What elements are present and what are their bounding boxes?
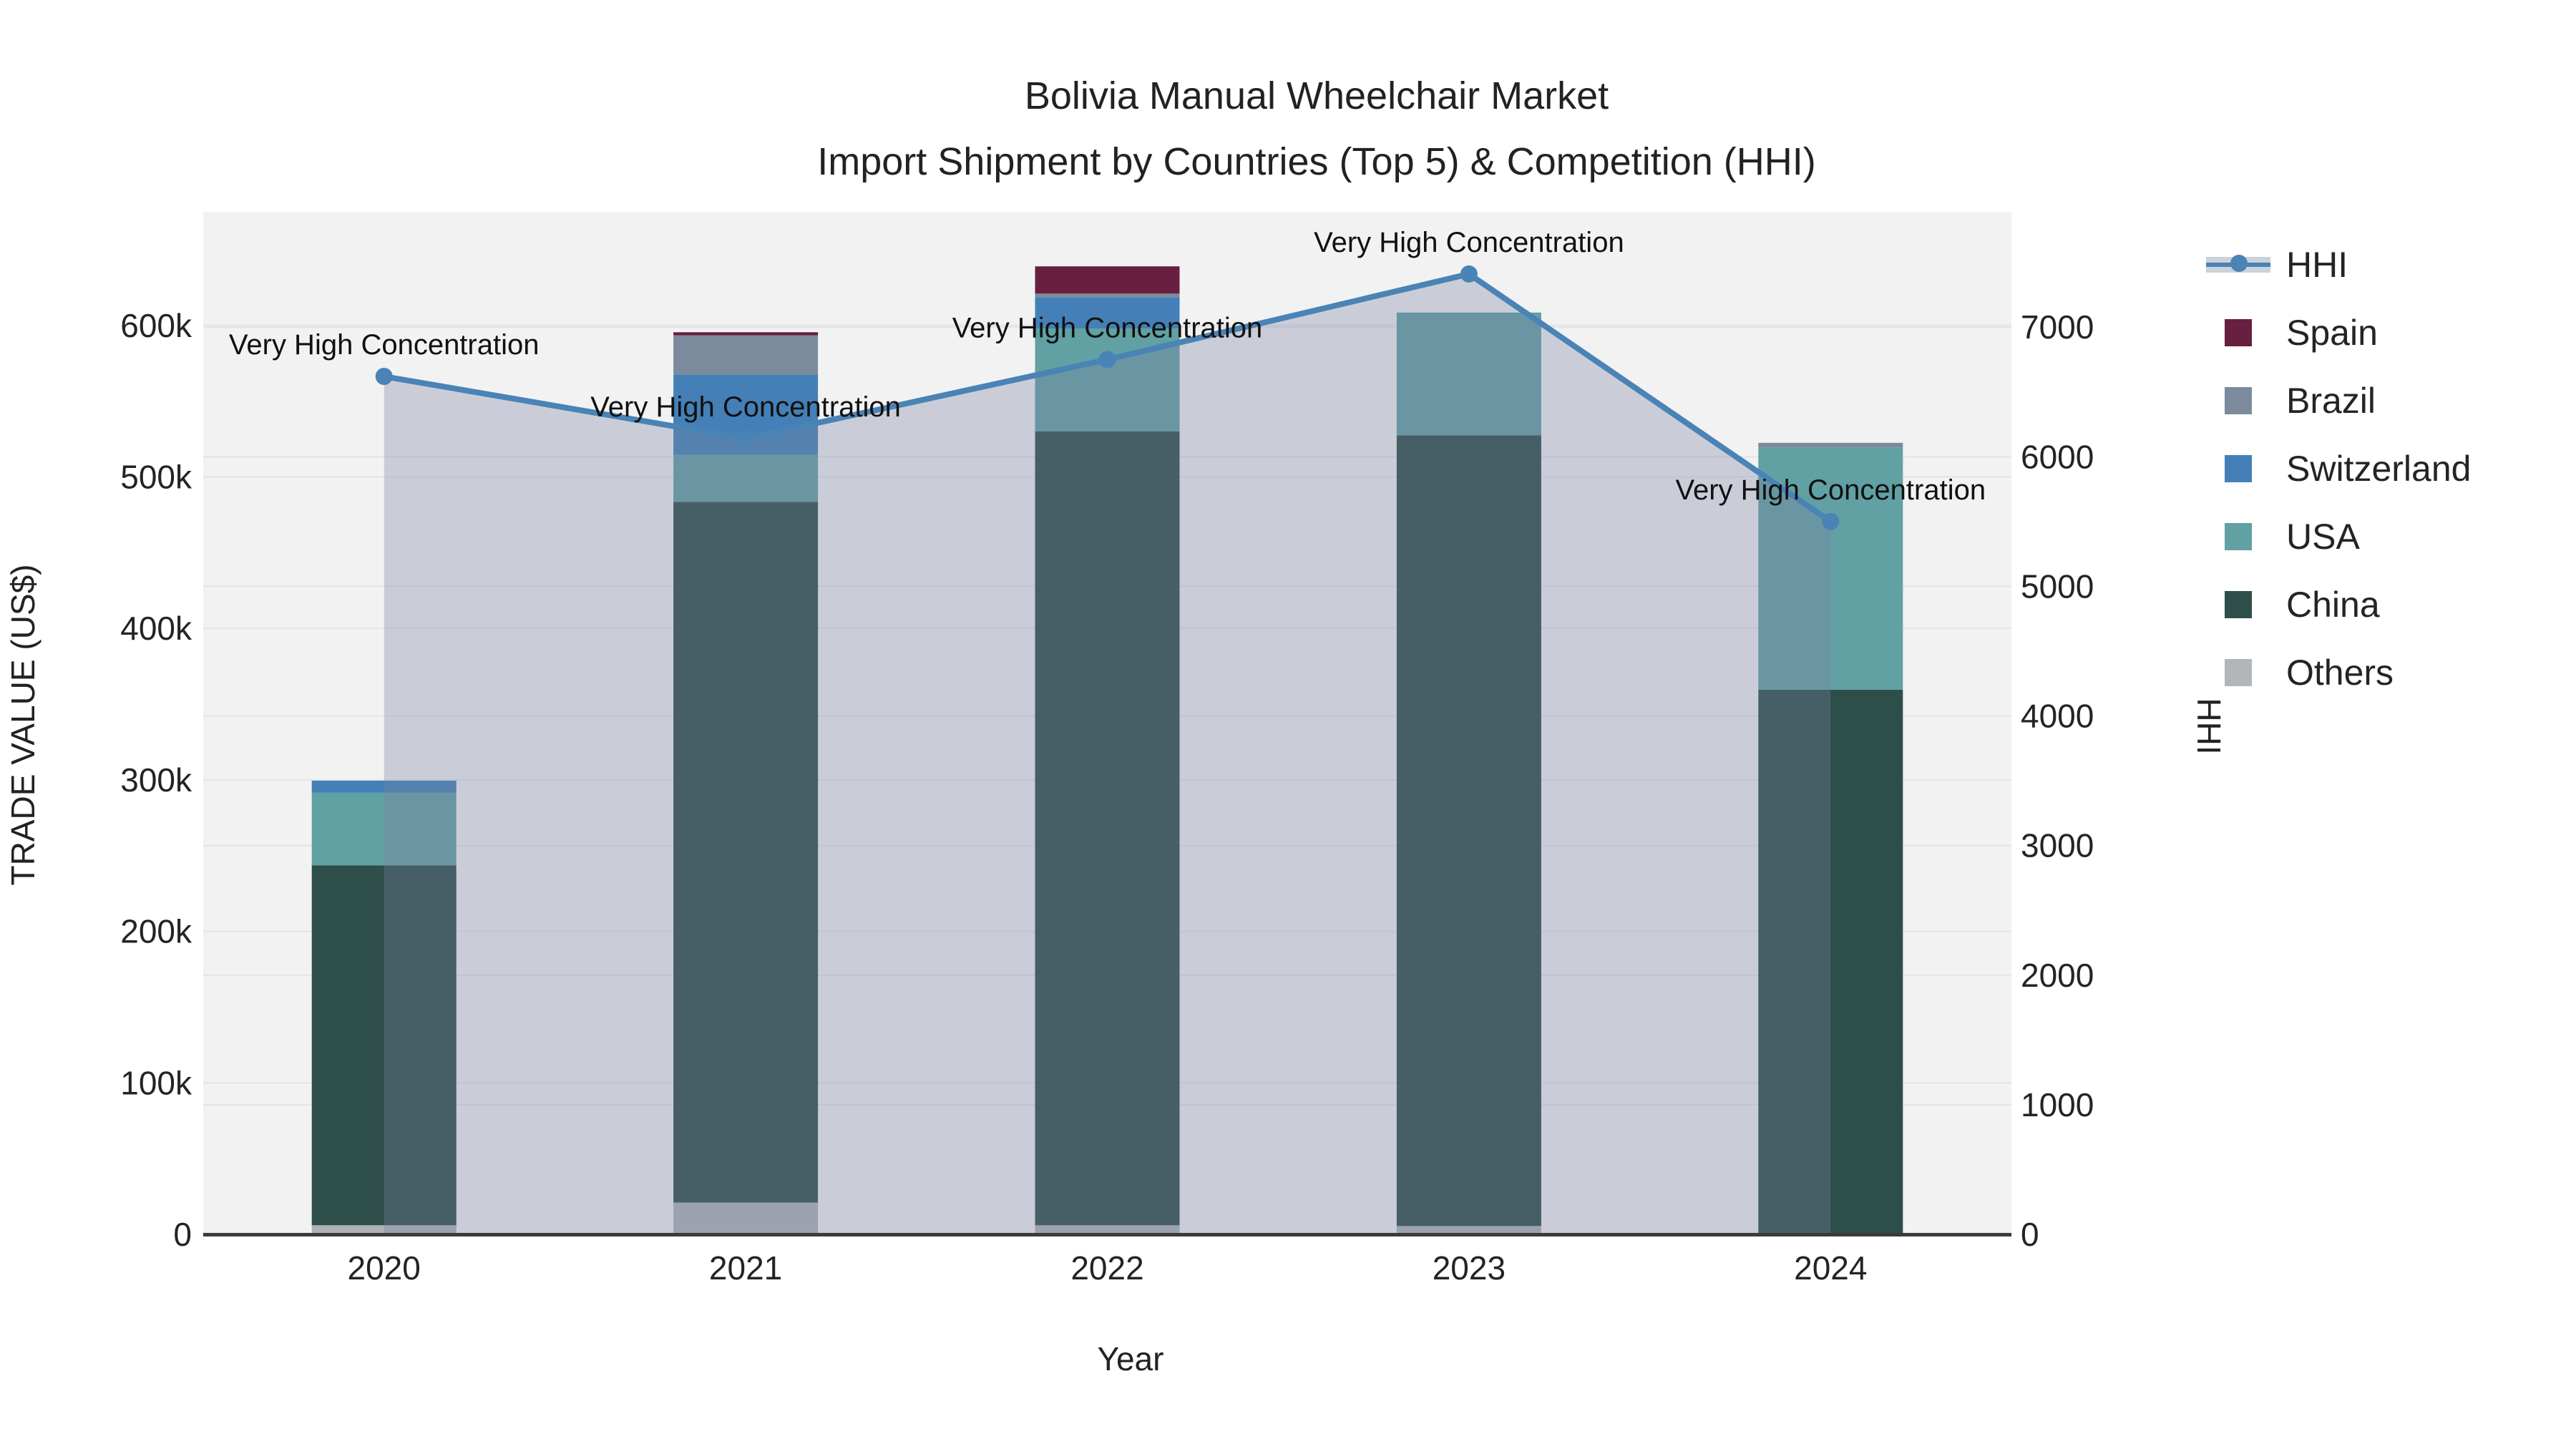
color-swatch-icon — [2206, 454, 2270, 482]
y-right-tick-label: 2000 — [2021, 957, 2094, 994]
hhi-marker-2023[interactable] — [1460, 265, 1478, 283]
y-right-tick-label: 4000 — [2021, 698, 2094, 735]
y-right-tick-label: 7000 — [2021, 308, 2094, 346]
bar-segment-usa-2021[interactable] — [673, 454, 819, 502]
color-swatch-icon — [2206, 386, 2270, 414]
legend-label: USA — [2286, 516, 2360, 557]
legend-item-usa[interactable]: USA — [2206, 502, 2471, 570]
legend-label: China — [2286, 584, 2380, 625]
color-swatch-icon — [2206, 522, 2270, 550]
chart-title: Bolivia Manual Wheelchair Market Import … — [644, 63, 1989, 195]
bar-segment-others-2021[interactable] — [673, 1202, 819, 1234]
hhi-area-fill — [384, 273, 1831, 1235]
legend: HHI Spain Brazil Switzerland USA China Others — [2206, 230, 2471, 706]
legend-item-switzerland[interactable]: Switzerland — [2206, 434, 2471, 502]
bar-segment-china-2023[interactable] — [1396, 435, 1541, 1226]
y-right-tick-label: 3000 — [2021, 827, 2094, 864]
legend-label: HHI — [2286, 244, 2348, 285]
legend-item-others[interactable]: Others — [2206, 638, 2471, 706]
hhi-marker-2022[interactable] — [1098, 351, 1116, 369]
x-tick-label-2023: 2023 — [1433, 1249, 1506, 1287]
bar-segment-china-2020[interactable] — [311, 865, 457, 1226]
legend-item-china[interactable]: China — [2206, 570, 2471, 638]
x-tick-label-2022: 2022 — [1070, 1249, 1143, 1287]
bar-segment-brazil-2022[interactable] — [1035, 293, 1180, 298]
bar-segment-usa-2023[interactable] — [1396, 312, 1541, 436]
color-swatch-icon — [2206, 590, 2270, 618]
hhi-line-icon — [2206, 254, 2270, 273]
y-left-tick-label: 400k — [120, 610, 192, 647]
x-axis-title: Year — [1097, 1340, 1164, 1377]
y-right-tick-label: 0 — [2021, 1216, 2039, 1253]
bar-segment-spain-2021[interactable] — [673, 332, 819, 336]
bar-segment-china-2022[interactable] — [1035, 431, 1180, 1226]
legend-item-brazil[interactable]: Brazil — [2206, 366, 2471, 434]
bar-segment-brazil-2021[interactable] — [673, 335, 819, 375]
y-right-tick-label: 1000 — [2021, 1086, 2094, 1123]
y-axis-title-left: TRADE VALUE (US$) — [4, 564, 42, 886]
x-tick-label-2021: 2021 — [709, 1249, 782, 1287]
chart-title-line2: Import Shipment by Countries (Top 5) & C… — [817, 140, 1816, 183]
hhi-marker-2021[interactable] — [737, 429, 755, 447]
bar-segment-switzerland-2022[interactable] — [1035, 297, 1180, 329]
y-right-tick-label: 6000 — [2021, 438, 2094, 475]
hhi-marker-2020[interactable] — [375, 368, 393, 386]
annotation-2024: Very High Concentration — [1676, 474, 1986, 506]
legend-label: Switzerland — [2286, 448, 2472, 489]
bar-segment-china-2024[interactable] — [1758, 689, 1903, 1234]
y-left-tick-label: 200k — [120, 913, 192, 950]
x-tick-label-2020: 2020 — [348, 1249, 421, 1287]
bar-segment-brazil-2024[interactable] — [1758, 442, 1903, 448]
x-tick-label-2024: 2024 — [1794, 1249, 1867, 1287]
bar-segment-china-2021[interactable] — [673, 502, 819, 1203]
legend-label: Brazil — [2286, 380, 2376, 421]
bar-segment-spain-2022[interactable] — [1035, 266, 1180, 294]
y-left-tick-label: 500k — [120, 458, 192, 495]
legend-label: Others — [2286, 652, 2394, 693]
y-left-tick-label: 600k — [120, 307, 192, 344]
bar-segment-others-2022[interactable] — [1035, 1225, 1180, 1234]
annotation-2023: Very High Concentration — [1314, 227, 1624, 258]
hhi-marker-2024[interactable] — [1822, 512, 1840, 530]
annotation-2022: Very High Concentration — [952, 312, 1263, 343]
x-axis-line — [203, 1233, 2011, 1236]
bar-segment-others-2023[interactable] — [1396, 1226, 1541, 1234]
legend-label: Spain — [2286, 312, 2378, 353]
chart-title-line1: Bolivia Manual Wheelchair Market — [1024, 74, 1609, 117]
annotation-2020: Very High Concentration — [229, 329, 540, 361]
bar-segment-others-2020[interactable] — [311, 1225, 457, 1234]
color-swatch-icon — [2206, 318, 2270, 346]
bar-segment-switzerland-2020[interactable] — [311, 780, 457, 793]
bar-segment-usa-2020[interactable] — [311, 792, 457, 866]
y-left-tick-label: 0 — [173, 1216, 192, 1253]
annotation-2021: Very High Concentration — [590, 391, 901, 423]
legend-item-spain[interactable]: Spain — [2206, 298, 2471, 366]
y-right-tick-label: 5000 — [2021, 567, 2094, 605]
legend-item-hhi[interactable]: HHI — [2206, 230, 2471, 298]
y-left-tick-label: 300k — [120, 761, 192, 799]
y-left-tick-label: 100k — [120, 1064, 192, 1101]
color-swatch-icon — [2206, 658, 2270, 686]
